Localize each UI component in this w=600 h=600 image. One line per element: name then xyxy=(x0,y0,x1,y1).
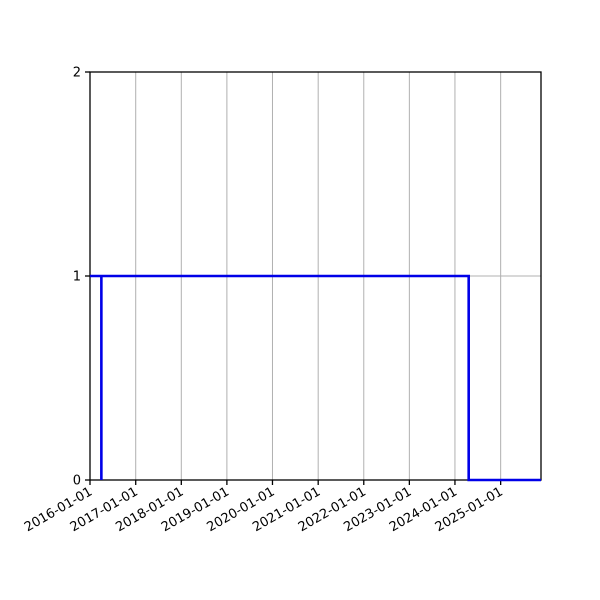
y-tick-label: 1 xyxy=(73,270,81,285)
y-tick-label: 2 xyxy=(73,66,81,81)
y-tick-label: 0 xyxy=(73,474,81,489)
data-line xyxy=(90,274,541,482)
